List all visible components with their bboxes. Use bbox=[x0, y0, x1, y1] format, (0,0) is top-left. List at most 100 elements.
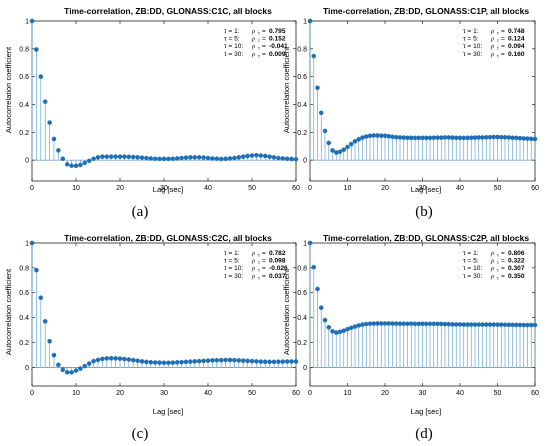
annotation-eq: = bbox=[501, 43, 505, 50]
annotation-lag: τ = 1: bbox=[463, 28, 479, 35]
chart-title: Time-correlation, ZB:DD, GLONASS:C1P, al… bbox=[323, 6, 529, 16]
x-tick-label: 0 bbox=[308, 390, 312, 397]
x-tick-label: 0 bbox=[308, 185, 312, 192]
x-axis-label: Lag [sec] bbox=[411, 407, 441, 416]
annotation-subscript: τ bbox=[258, 275, 260, 280]
y-tick-label: 0 bbox=[25, 158, 29, 165]
x-tick-label: 60 bbox=[292, 185, 300, 192]
x-tick-label: 40 bbox=[204, 390, 212, 397]
annotation-eq: = bbox=[262, 273, 266, 280]
annotation-rho: ρ bbox=[251, 258, 255, 265]
annotation-eq: = bbox=[262, 36, 266, 43]
annotation-lag: τ = 1: bbox=[224, 28, 240, 35]
data-point bbox=[148, 156, 154, 161]
data-point bbox=[69, 163, 74, 168]
x-tick-label: 30 bbox=[160, 390, 168, 397]
data-point bbox=[64, 162, 70, 167]
data-point bbox=[333, 330, 339, 335]
data-point bbox=[161, 360, 167, 366]
x-tick-label: 0 bbox=[30, 185, 34, 192]
y-tick-label: 0.8 bbox=[19, 46, 29, 53]
annotation-rho: ρ bbox=[251, 265, 255, 272]
data-point bbox=[360, 322, 365, 327]
data-point bbox=[267, 359, 272, 365]
annotation-lag: τ = 5: bbox=[463, 258, 479, 265]
annotation-subscript: τ bbox=[258, 268, 260, 273]
chart-title: Time-correlation, ZB:DD, GLONASS:C2C, al… bbox=[64, 233, 272, 243]
data-point bbox=[192, 155, 198, 160]
data-point bbox=[104, 154, 110, 159]
data-point bbox=[82, 363, 88, 369]
x-tick-label: 60 bbox=[292, 390, 300, 397]
annotation-eq: = bbox=[501, 258, 505, 265]
data-point bbox=[280, 359, 286, 364]
data-point bbox=[95, 357, 101, 363]
x-tick-label: 20 bbox=[381, 390, 389, 397]
annotation-subscript: τ bbox=[497, 38, 499, 43]
annotation-lag: τ = 10: bbox=[463, 265, 482, 272]
annotation-value: 0.350 bbox=[508, 273, 525, 280]
y-tick-label: 0.6 bbox=[19, 290, 29, 297]
data-point bbox=[289, 156, 294, 162]
data-point bbox=[144, 359, 149, 365]
annotation-rho: ρ bbox=[251, 273, 255, 280]
data-point bbox=[348, 141, 354, 147]
x-tick-label: 50 bbox=[494, 390, 502, 397]
x-axis-label: Lag [sec] bbox=[411, 185, 441, 194]
data-point bbox=[326, 325, 332, 330]
data-point bbox=[139, 359, 145, 364]
y-tick-label: 0.4 bbox=[19, 102, 29, 109]
data-point bbox=[315, 85, 320, 91]
data-point bbox=[135, 358, 140, 364]
plot-area: 00.20.40.60.810 10 20 30 40 50 60τ = 1: ρ τ = 0.79… bbox=[19, 19, 300, 193]
annotation-rho: ρ bbox=[251, 36, 255, 43]
plot-area: 00.20.40.60.810 10 20 30 40 50 60τ = 1: ρ τ = 0.74… bbox=[297, 19, 539, 193]
data-point bbox=[126, 154, 132, 160]
data-point bbox=[307, 18, 313, 24]
data-point bbox=[345, 144, 350, 150]
annotation-eq: = bbox=[501, 265, 505, 272]
annotation-eq: = bbox=[262, 258, 266, 265]
data-point bbox=[51, 136, 57, 142]
data-point bbox=[82, 160, 88, 166]
annotation-eq: = bbox=[262, 265, 266, 272]
y-tick-label: 1 bbox=[303, 241, 307, 248]
data-point bbox=[218, 357, 224, 363]
data-point bbox=[360, 135, 365, 140]
data-point bbox=[318, 110, 324, 116]
data-point bbox=[293, 359, 299, 364]
chart-title: Time-correlation, ZB:DD, GLONASS:C1C, al… bbox=[64, 6, 272, 16]
data-point bbox=[280, 156, 286, 161]
data-point bbox=[322, 128, 328, 134]
y-tick-label: 1 bbox=[25, 241, 29, 248]
annotation-value: 0.094 bbox=[508, 43, 525, 50]
data-point bbox=[356, 136, 362, 142]
y-tick-label: 0 bbox=[303, 158, 307, 165]
data-point bbox=[532, 322, 538, 328]
data-point bbox=[201, 155, 206, 160]
data-point bbox=[289, 359, 294, 364]
x-tick-label: 20 bbox=[116, 185, 124, 192]
chart-panel-b: Time-correlation, ZB:DD, GLONASS:C1P, al… bbox=[282, 6, 539, 220]
data-point bbox=[262, 359, 268, 365]
x-axis-label: Lag [sec] bbox=[153, 407, 183, 416]
annotation-lag: τ = 5: bbox=[224, 258, 240, 265]
x-tick-label: 30 bbox=[160, 185, 168, 192]
y-tick-label: 0.8 bbox=[19, 265, 29, 272]
data-point bbox=[139, 155, 145, 160]
data-point bbox=[322, 317, 328, 323]
annotation-lag: τ = 5: bbox=[463, 36, 479, 43]
data-point bbox=[183, 155, 189, 160]
x-tick-label: 10 bbox=[72, 390, 80, 397]
data-point bbox=[188, 359, 193, 364]
data-point bbox=[183, 359, 189, 365]
data-point bbox=[108, 355, 114, 361]
data-point bbox=[205, 358, 211, 363]
annotation-eq: = bbox=[262, 51, 266, 58]
annotation-subscript: τ bbox=[258, 38, 260, 43]
x-tick-label: 60 bbox=[531, 390, 539, 397]
data-point bbox=[47, 338, 52, 344]
panel-label-d: (d) bbox=[415, 426, 433, 442]
annotation-rho: ρ bbox=[490, 250, 494, 257]
data-point bbox=[188, 155, 193, 160]
